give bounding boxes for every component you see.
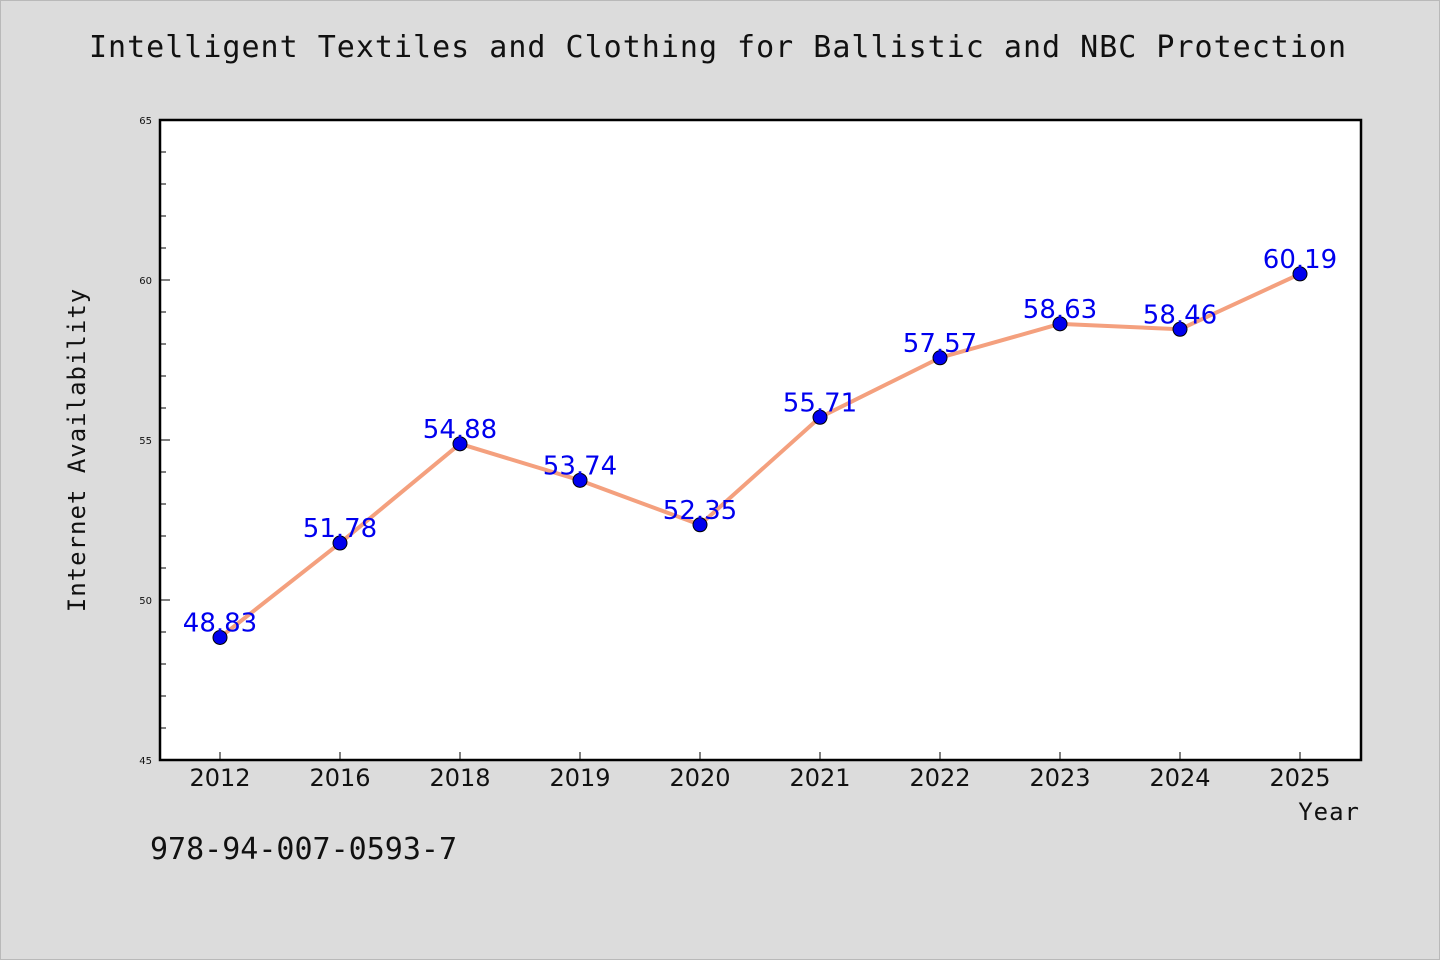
data-point: [692, 517, 708, 533]
x-tick-label: 2019: [549, 764, 610, 792]
isbn-code: 978-94-007-0593-7: [150, 832, 458, 867]
x-tick-label: 2012: [189, 764, 250, 792]
series-line: [218, 271, 1302, 640]
y-tick-label: 55: [139, 436, 152, 447]
data-point: [932, 350, 948, 366]
data-point: [1292, 266, 1308, 282]
chart-title: Intelligent Textiles and Clothing for Ba…: [88, 30, 1348, 65]
data-label: 57.57: [903, 329, 977, 359]
data-label: 52.35: [663, 496, 737, 526]
data-label: 51.78: [303, 514, 377, 544]
x-tick-label: 2022: [909, 764, 970, 792]
data-label: 48.83: [183, 608, 257, 638]
data-labels-group: 48.83 51.78 54.88 53.74 52.35 55.71 57.57 58.63…: [183, 245, 1337, 639]
data-label: 53.74: [543, 451, 617, 481]
data-point: [1172, 321, 1188, 337]
x-tick-label: 2016: [309, 764, 370, 792]
y-tick-label: 60: [139, 276, 152, 287]
y-tick-label: 65: [139, 116, 152, 127]
data-point: [812, 409, 828, 425]
y-axis-label: Internet Availability: [63, 288, 91, 612]
plot-area: [158, 118, 1363, 762]
data-label: 55.71: [783, 388, 857, 418]
series-group: [212, 266, 1308, 645]
data-point: [452, 436, 468, 452]
y-tick-label: 50: [139, 596, 152, 607]
data-label: 54.88: [423, 415, 497, 445]
x-tick-label: 2025: [1269, 764, 1330, 792]
data-point: [572, 472, 588, 488]
x-axis-label: Year: [1298, 798, 1360, 826]
data-point: [332, 535, 348, 551]
x-tick-label: 2020: [669, 764, 730, 792]
x-tick-label: 2021: [789, 764, 850, 792]
data-label: 60.19: [1263, 245, 1337, 275]
data-label: 58.46: [1143, 300, 1217, 330]
x-tick-label: 2023: [1029, 764, 1090, 792]
x-axis-ticks: 2012 2016 2018 2019 2020 2021 2022 2023 2024 2025: [189, 752, 1331, 792]
x-tick-label: 2024: [1149, 764, 1210, 792]
x-tick-label: 2018: [429, 764, 490, 792]
y-tick-label: 45: [139, 756, 152, 767]
y-axis-ticks: 45 50 55 60 65: [139, 116, 170, 767]
data-label: 58.63: [1023, 295, 1097, 325]
data-point: [212, 629, 228, 645]
data-point: [1052, 316, 1068, 332]
